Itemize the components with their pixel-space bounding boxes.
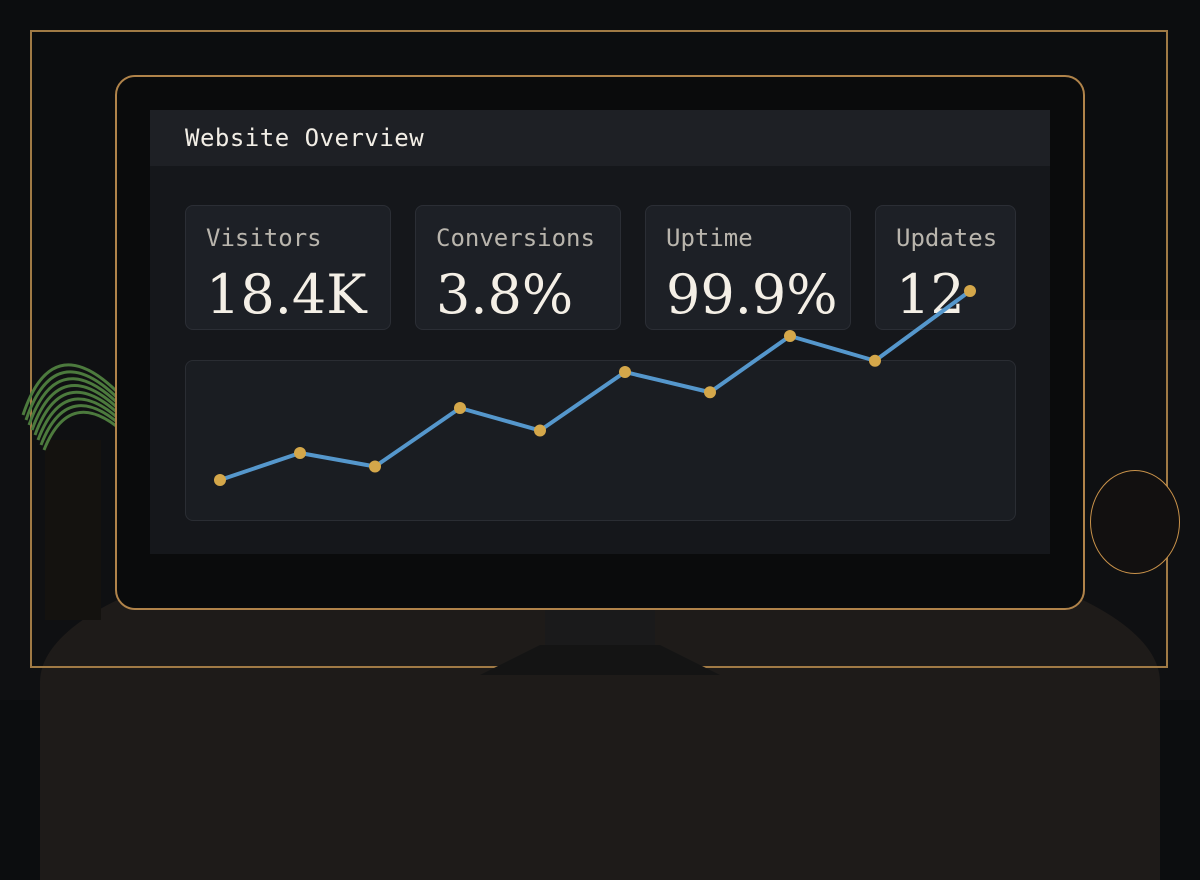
stat-card-conversions: Conversions 3.8% <box>415 205 621 330</box>
stat-label: Uptime <box>666 224 753 252</box>
stat-label: Conversions <box>436 224 595 252</box>
monitor-stand-neck <box>545 608 655 650</box>
stat-value: 18.4K <box>206 263 367 326</box>
stat-value: 99.9% <box>666 263 838 326</box>
stat-card-updates: Updates 12 <box>875 205 1016 330</box>
stat-label: Visitors <box>206 224 322 252</box>
stat-card-uptime: Uptime 99.9% <box>645 205 851 330</box>
decorative-vase <box>1090 470 1180 574</box>
stat-value: 12 <box>896 263 965 326</box>
stat-card-visitors: Visitors 18.4K <box>185 205 391 330</box>
dashboard-header: Website Overview <box>150 110 1050 166</box>
stat-label: Updates <box>896 224 998 252</box>
chart-panel <box>185 360 1016 521</box>
stat-value: 3.8% <box>436 263 574 326</box>
plant-pot <box>45 440 101 620</box>
page-title: Website Overview <box>185 124 425 152</box>
